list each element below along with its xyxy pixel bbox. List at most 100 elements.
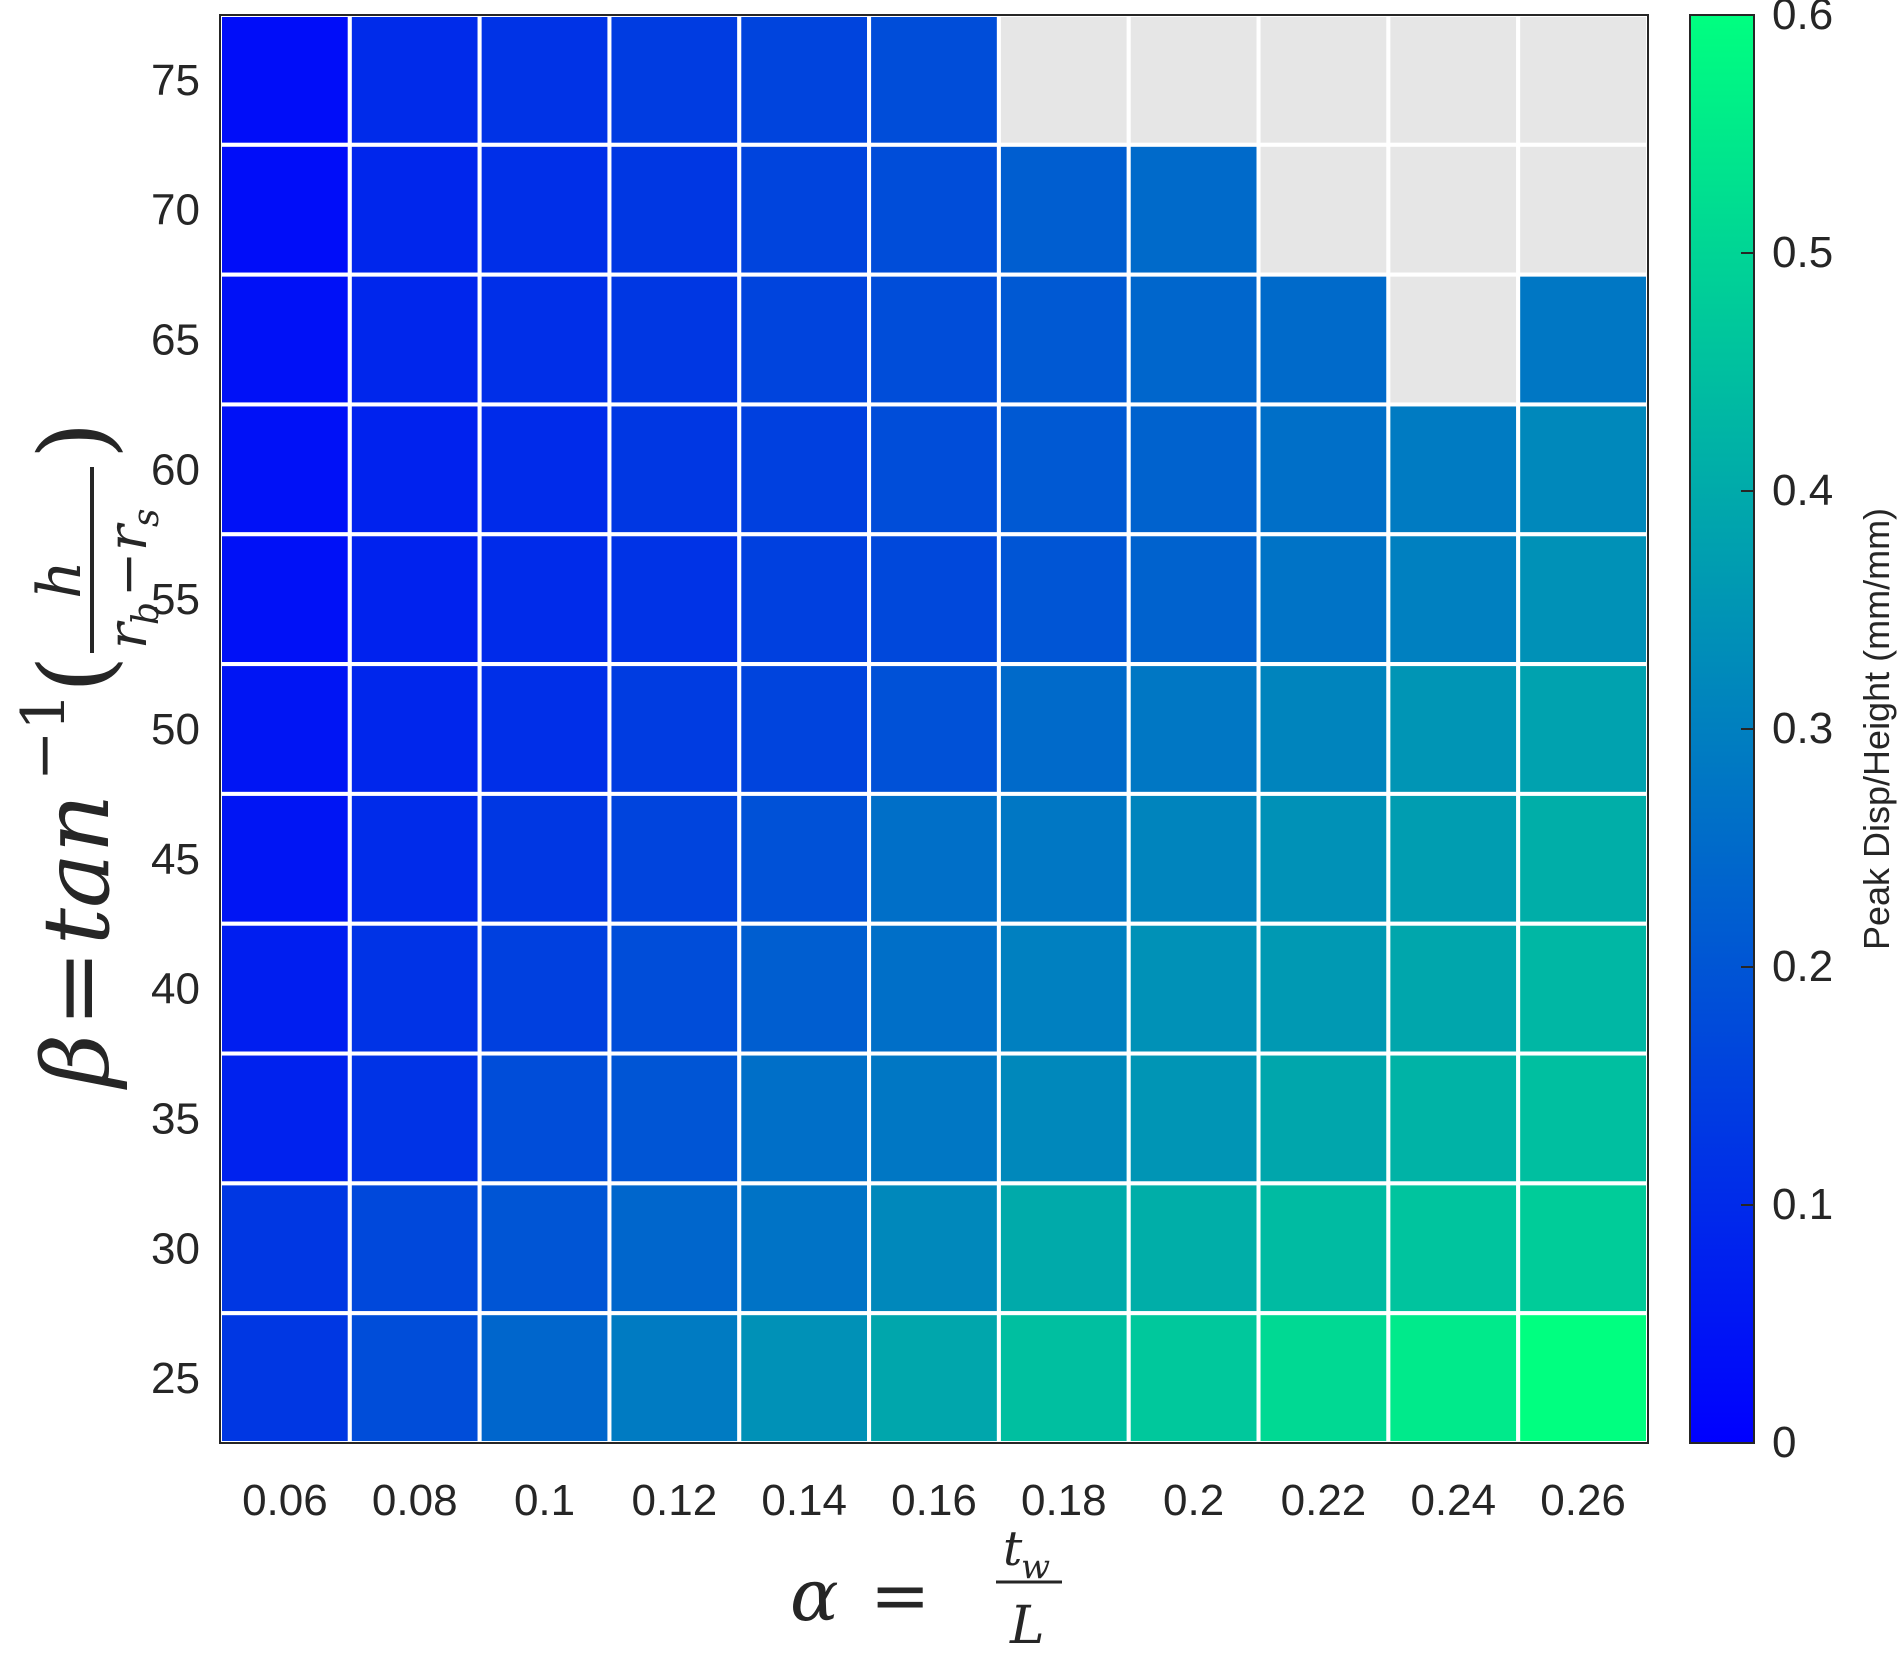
y-tick-label: 55 [151, 575, 200, 624]
plot-frame [219, 14, 1649, 1444]
heatmap-cell [1126, 142, 1261, 277]
heatmap-cell [1386, 662, 1521, 796]
svg-text:L: L [1009, 1596, 1045, 1649]
heatmap-cell [477, 662, 612, 796]
y-tick-label: 25 [151, 1354, 200, 1403]
heatmap-cell [1386, 1311, 1521, 1445]
heatmap-cell [1126, 921, 1261, 1056]
heatmap-cell [607, 1181, 742, 1316]
svg-text:=: = [870, 1553, 930, 1637]
x-tick-label: 0.16 [891, 1476, 977, 1525]
heatmap-cell [1126, 402, 1261, 537]
heatmap-cell [1516, 142, 1650, 277]
heatmap-cell [737, 402, 872, 537]
heatmap-cell [1386, 402, 1521, 537]
heatmap-cell [1126, 662, 1261, 796]
heatmap-cell [218, 662, 352, 796]
heatmap-cell [1256, 791, 1391, 926]
heatmap-cell [1126, 532, 1261, 667]
x-axis-label: α = t w L [790, 1521, 1062, 1654]
svg-text:=: = [23, 950, 130, 1027]
heatmap-cell [477, 1051, 612, 1186]
y-tick-label: 30 [151, 1224, 200, 1273]
heatmap-cell [737, 142, 872, 277]
heatmap-cell [1516, 1181, 1650, 1316]
heatmap-cell [996, 1311, 1131, 1445]
heatmap-cell [737, 532, 872, 667]
heatmap-cell [347, 921, 482, 1056]
x-tick-label: 0.18 [1021, 1476, 1107, 1525]
svg-text:b: b [126, 602, 167, 625]
heatmap-cell [737, 272, 872, 407]
colorbar-tick-label: 0.2 [1772, 942, 1833, 991]
heatmap-cell [1516, 1051, 1650, 1186]
heatmap-cell [867, 662, 1001, 796]
colorbar-label: Peak Disp/Height (mm/mm) [1856, 508, 1897, 950]
heatmap-cell [1386, 1051, 1521, 1186]
x-tick-label: 0.24 [1410, 1476, 1496, 1525]
heatmap-cell [607, 402, 742, 537]
svg-text:r: r [96, 522, 159, 551]
heatmap-cell [867, 532, 1001, 667]
heatmap-cell [607, 272, 742, 407]
colorbar-tick-label: 0.4 [1772, 466, 1833, 515]
heatmap-cell [996, 13, 1131, 147]
heatmap-cell [607, 13, 742, 147]
heatmap-cell [1386, 532, 1521, 667]
heatmap-cell [1256, 402, 1391, 537]
heatmap-cell [1516, 13, 1650, 147]
heatmap-cell [477, 402, 612, 537]
colorbar-tick-labels: 0 0.1 0.2 0.3 0.4 0.5 0.6 [1741, 0, 1833, 1467]
heatmap-cell [607, 662, 742, 796]
colorbar-tick-label: 0.5 [1772, 228, 1833, 277]
heatmap-cell [996, 272, 1131, 407]
heatmap-cell [218, 402, 352, 537]
x-tick-label: 0.06 [242, 1476, 328, 1525]
heatmap-cell [477, 791, 612, 926]
heatmap-cell [607, 791, 742, 926]
heatmap-cell [1126, 791, 1261, 926]
svg-text:): ) [19, 422, 131, 459]
heatmap-cell [1386, 142, 1521, 277]
heatmap-cell [1256, 921, 1391, 1056]
heatmap-cell [1126, 1311, 1261, 1445]
x-tick-label: 0.14 [761, 1476, 847, 1525]
heatmap-cell [1516, 532, 1650, 667]
heatmap-cell [1256, 532, 1391, 667]
x-tick-labels: 0.06 0.08 0.1 0.12 0.14 0.16 0.18 0.2 0.22 0.24 0.… [242, 1476, 1626, 1525]
heatmap-cell [737, 1051, 872, 1186]
svg-text:(: ( [19, 656, 131, 693]
heatmap-cell [867, 791, 1001, 926]
heatmap-cell [218, 13, 352, 147]
heatmap-cell [347, 662, 482, 796]
heatmap-cell [1516, 272, 1650, 407]
heatmap-cell [1256, 1181, 1391, 1316]
heatmap-cell [867, 1181, 1001, 1316]
heatmap-cell [347, 1051, 482, 1186]
heatmap-cell [218, 1181, 352, 1316]
y-tick-label: 75 [151, 56, 200, 105]
heatmap-cell [607, 1311, 742, 1445]
svg-text:−1: −1 [9, 693, 79, 781]
heatmap-cell [1516, 662, 1650, 796]
heatmap-cell [1386, 1181, 1521, 1316]
colorbar-tick-label: 0.6 [1772, 0, 1833, 39]
heatmap-cell [347, 142, 482, 277]
heatmap-cell [1386, 791, 1521, 926]
heatmap-cell [477, 1181, 612, 1316]
heatmap-cell [867, 1051, 1001, 1186]
heatmap-cell [996, 921, 1131, 1056]
heatmap-cell [218, 1311, 352, 1445]
x-tick-label: 0.08 [372, 1476, 458, 1525]
heatmap-cell [1386, 272, 1521, 407]
svg-text:h: h [25, 560, 95, 599]
heatmap-cell [996, 662, 1131, 796]
y-tick-label: 70 [151, 186, 200, 235]
heatmap-cell [218, 142, 352, 277]
heatmap-cell [218, 791, 352, 926]
heatmap-cell [867, 272, 1001, 407]
heatmap-cell [218, 921, 352, 1056]
heatmap-cell [1256, 272, 1391, 407]
heatmap-cell [1126, 1181, 1261, 1316]
colorbar-tick-label: 0.3 [1772, 704, 1833, 753]
